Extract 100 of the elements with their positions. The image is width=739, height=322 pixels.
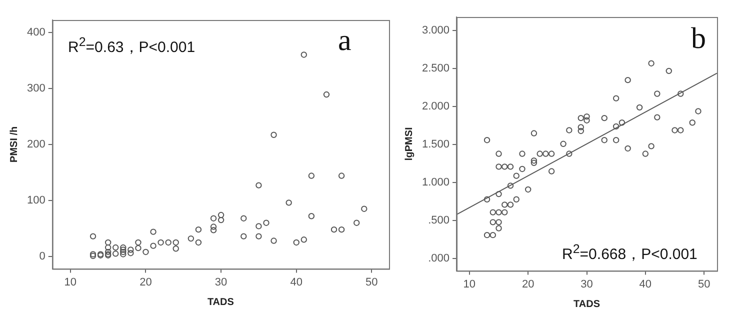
annotation: b xyxy=(691,22,706,55)
x-axis-title: TADS xyxy=(207,296,234,308)
annotation: a xyxy=(338,24,352,57)
point xyxy=(666,68,672,74)
point xyxy=(578,128,584,134)
point xyxy=(172,246,179,252)
x-tick-label: 50 xyxy=(366,276,378,288)
point xyxy=(104,248,112,256)
y-axis-title: PMSI /h xyxy=(8,126,20,162)
point xyxy=(519,150,526,157)
point xyxy=(601,137,608,144)
point xyxy=(525,186,532,193)
point xyxy=(560,140,566,147)
x-tick-label: 20 xyxy=(522,278,534,290)
point xyxy=(135,239,142,246)
point xyxy=(672,127,678,134)
point xyxy=(496,164,502,170)
y-tick-label: 3.000 xyxy=(422,24,450,37)
point xyxy=(507,202,514,208)
point xyxy=(507,182,514,189)
point xyxy=(496,225,502,232)
point xyxy=(120,246,126,253)
point xyxy=(256,233,262,240)
point xyxy=(530,160,538,166)
x-tick-label: 50 xyxy=(698,278,710,290)
point xyxy=(165,239,172,246)
point xyxy=(484,137,490,144)
point xyxy=(323,91,330,98)
point xyxy=(354,220,360,226)
annotation: R$^{2}$=0.63，P<0.001 xyxy=(68,35,196,56)
point xyxy=(293,239,300,246)
point xyxy=(330,226,338,233)
y-tick-label: 200 xyxy=(26,138,46,150)
y-tick-label: 2.000 xyxy=(422,100,450,113)
point xyxy=(654,90,660,97)
point xyxy=(484,232,490,238)
point xyxy=(120,244,126,251)
y-tick-label: 0 xyxy=(39,250,46,263)
point xyxy=(256,223,262,230)
point xyxy=(104,244,112,251)
point xyxy=(519,166,526,172)
x-tick-label: 20 xyxy=(140,276,152,288)
point xyxy=(218,212,224,218)
point xyxy=(128,246,134,253)
point xyxy=(112,250,119,257)
point xyxy=(542,150,549,157)
point xyxy=(513,196,520,202)
point xyxy=(172,239,179,246)
point xyxy=(636,104,643,111)
point xyxy=(584,117,590,124)
point xyxy=(566,127,572,134)
point xyxy=(566,150,572,157)
point xyxy=(361,206,368,212)
point xyxy=(150,242,156,249)
point xyxy=(496,209,502,216)
point xyxy=(612,123,620,130)
point xyxy=(507,164,514,170)
annotation: R$^{2}$=0.668，P<0.001 xyxy=(562,242,698,263)
point xyxy=(536,150,543,157)
point xyxy=(502,209,508,216)
point xyxy=(308,172,315,179)
point xyxy=(654,114,660,120)
point xyxy=(496,219,502,226)
y-tick-label: 400 xyxy=(26,26,46,38)
point xyxy=(612,95,620,102)
point xyxy=(689,120,696,126)
point xyxy=(502,164,508,170)
x-tick-label: 10 xyxy=(463,278,476,290)
point xyxy=(150,228,156,235)
point xyxy=(496,150,502,157)
point xyxy=(618,120,626,126)
point xyxy=(210,227,217,234)
y-tick-label: 100 xyxy=(26,194,46,206)
point xyxy=(210,224,217,230)
point xyxy=(256,182,262,188)
point xyxy=(490,219,496,226)
y-tick-label: .000 xyxy=(428,252,450,265)
point xyxy=(695,108,702,114)
point xyxy=(484,196,490,202)
point xyxy=(128,250,134,256)
point xyxy=(240,233,247,240)
point xyxy=(158,239,164,246)
point xyxy=(612,137,620,144)
y-tick-label: 300 xyxy=(26,82,46,94)
point xyxy=(90,233,96,240)
y-tick-label: 1.500 xyxy=(422,138,450,151)
point xyxy=(490,209,496,216)
point xyxy=(300,52,307,58)
y-tick-label: 2.500 xyxy=(422,62,450,75)
point xyxy=(601,114,608,122)
x-tick-label: 30 xyxy=(580,278,593,290)
y-tick-label: 1.000 xyxy=(422,176,450,189)
x-axis-title: TADS xyxy=(574,298,600,310)
y-axis-title: lgPMSI xyxy=(404,127,415,161)
point xyxy=(578,114,584,122)
x-tick-label: 30 xyxy=(214,276,228,288)
x-tick-label: 40 xyxy=(639,278,652,290)
point xyxy=(120,251,126,258)
point xyxy=(502,202,508,208)
point xyxy=(338,226,345,233)
